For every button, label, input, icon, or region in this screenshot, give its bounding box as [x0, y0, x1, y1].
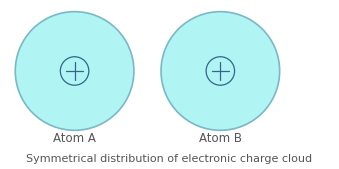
Text: Symmetrical distribution of electronic charge cloud: Symmetrical distribution of electronic c… — [26, 154, 313, 164]
Text: Atom A: Atom A — [53, 132, 96, 145]
Text: Atom B: Atom B — [199, 132, 242, 145]
Ellipse shape — [15, 12, 134, 130]
Ellipse shape — [161, 12, 280, 130]
